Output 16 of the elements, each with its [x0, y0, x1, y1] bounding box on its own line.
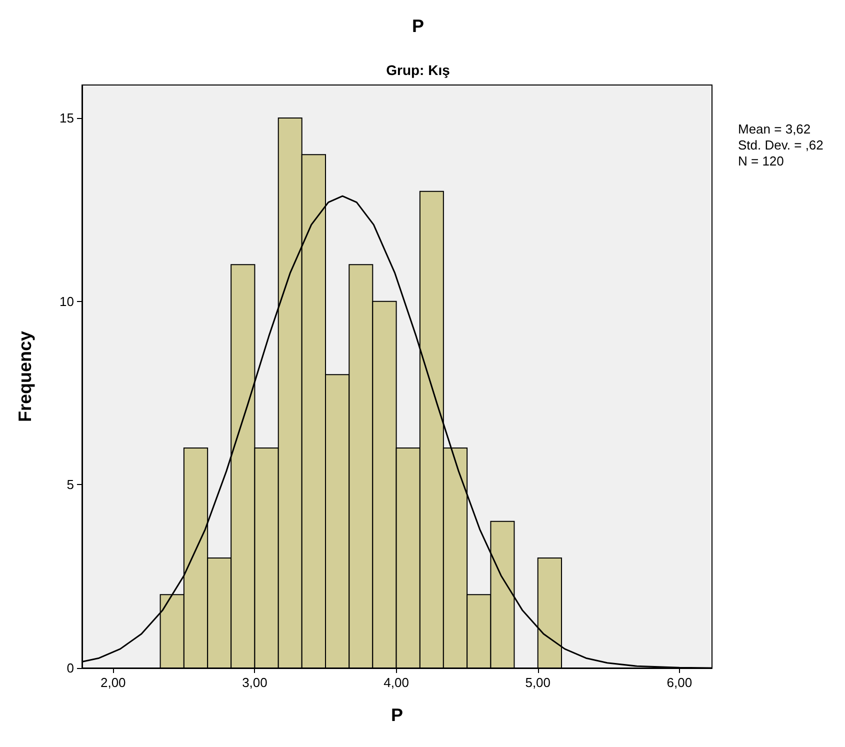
y-tick-label: 5 [66, 477, 74, 492]
text: N = 120 [738, 154, 784, 168]
chart-title: P [412, 16, 424, 36]
chart-subtitle: Grup: Kış [386, 62, 450, 78]
x-tick-label: 2,00 [100, 675, 126, 690]
y-axis-title: Frequency [15, 330, 35, 422]
x-tick-label: 5,00 [525, 675, 551, 690]
text: Std. Dev. = ,62 [738, 138, 824, 152]
x-tick-label: 3,00 [242, 675, 268, 690]
text: Mean = 3,62 [738, 122, 811, 136]
y-tick-label: 10 [60, 294, 74, 309]
x-axis-title: P [390, 705, 404, 725]
x-tick-label: 6,00 [666, 675, 692, 690]
y-tick-label: 15 [60, 110, 74, 126]
y-tick-label: 0 [66, 660, 74, 676]
x-tick-label: 4,00 [384, 675, 409, 690]
